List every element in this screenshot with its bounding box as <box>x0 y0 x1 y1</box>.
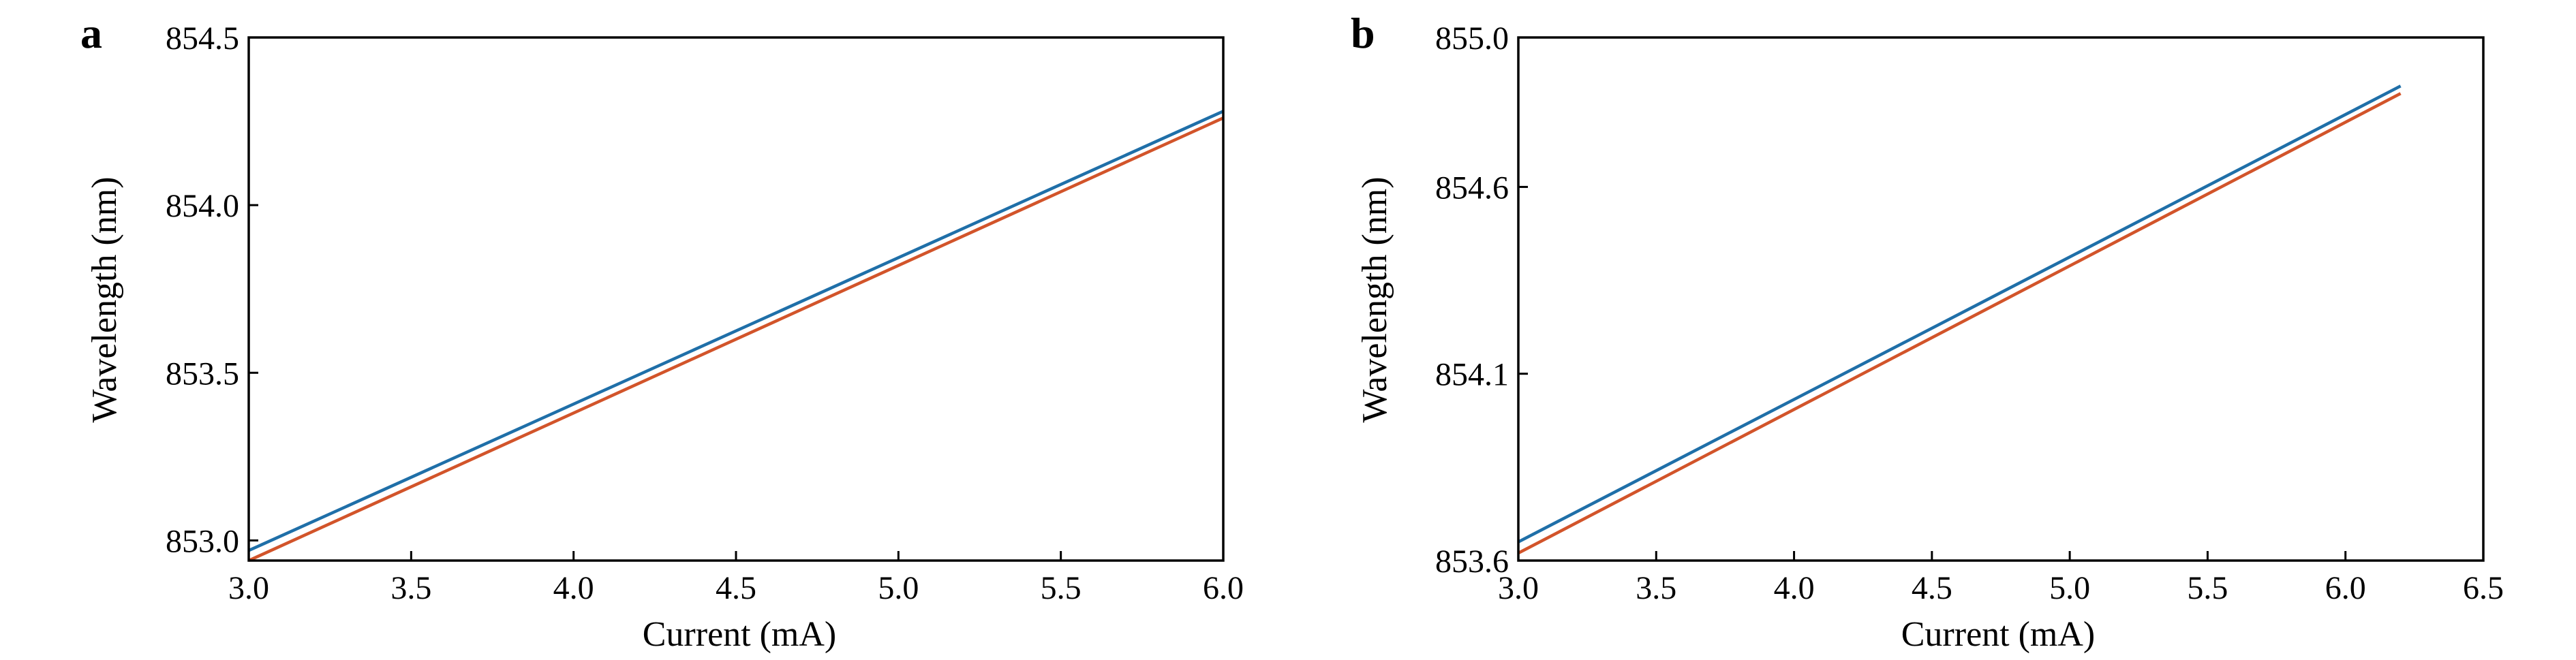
panel-a: a 3.0 3.5 4.0 4.5 5.0 5.5 6.0 853.0 853.5 854.0 85… <box>80 9 1244 654</box>
panel-b-series-1-line <box>1517 84 2402 544</box>
panel-a-ytick-label: 853.0 <box>166 523 239 559</box>
panel-b-ytick-label: 854.6 <box>1435 170 1509 206</box>
panel-a-ylabel: Wavelength (nm) <box>85 176 124 422</box>
panel-a-xtick-label: 4.0 <box>553 570 594 606</box>
panel-a-xtick-label: 5.5 <box>1041 570 1082 606</box>
panel-b-ytick-label: 855.0 <box>1435 20 1509 57</box>
panel-b-letter: b <box>1351 9 1375 57</box>
panel-a-xtick-label: 3.5 <box>390 570 431 606</box>
panel-a-xtick-label: 3.0 <box>228 570 269 606</box>
panel-b-xtick-label: 6.5 <box>2463 570 2504 606</box>
panel-b-ylabel: Wavelength (nm) <box>1355 176 1394 422</box>
panel-b-xtick-label: 5.0 <box>2049 570 2090 606</box>
panel-b-xtick-label: 3.0 <box>1498 570 1539 606</box>
panel-b-plot: 3.0 3.5 4.0 4.5 5.0 5.5 6.0 6.5 853.6 854.1 854.6 8… <box>1435 20 2504 606</box>
panel-b-xtick-label: 4.5 <box>1912 570 1952 606</box>
panel-a-xtick-label: 6.0 <box>1203 570 1244 606</box>
panel-a-series-1-line <box>248 110 1224 552</box>
panel-a-xtick-label: 5.0 <box>878 570 919 606</box>
panel-a-ytick-label: 854.0 <box>166 188 239 224</box>
panel-b-xtick-label: 4.0 <box>1774 570 1815 606</box>
panel-b: b 3.0 3.5 4.0 4.5 5.0 5.5 6.0 6.5 853.6 854.1 854.… <box>1351 9 2504 654</box>
panel-a-letter: a <box>80 9 102 57</box>
panel-b-xtick-label: 3.5 <box>1636 570 1676 606</box>
panel-a-ytick-label: 853.5 <box>166 356 239 392</box>
panel-a-series-2-line <box>248 116 1224 563</box>
panel-b-series-2-line <box>1517 92 2402 555</box>
panel-a-plot: 3.0 3.5 4.0 4.5 5.0 5.5 6.0 853.0 853.5 854.0 854.… <box>166 20 1244 606</box>
panel-a-xlabel: Current (mA) <box>643 615 836 654</box>
panel-a-ytick-label: 854.5 <box>166 20 239 57</box>
panel-b-ytick-label: 853.6 <box>1435 544 1509 580</box>
panel-a-frame <box>247 36 1225 562</box>
panel-b-xtick-label: 5.5 <box>2187 570 2228 606</box>
panel-b-frame <box>1517 36 2485 562</box>
panel-b-ytick-label: 854.1 <box>1435 357 1509 393</box>
panel-a-xtick-label: 4.5 <box>716 570 756 606</box>
panel-b-xtick-label: 6.0 <box>2325 570 2366 606</box>
panel-b-xlabel: Current (mA) <box>1901 615 2095 654</box>
